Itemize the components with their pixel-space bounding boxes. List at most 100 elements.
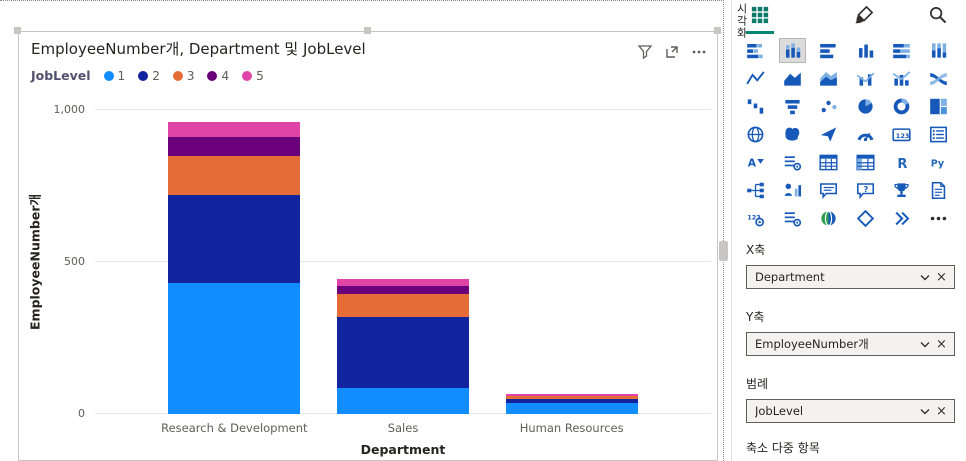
python-visual-icon[interactable]: Py — [925, 150, 952, 175]
card-icon[interactable]: 123 — [888, 122, 915, 147]
legend-item-4[interactable]: 4 — [207, 69, 229, 83]
treemap-icon[interactable] — [925, 94, 952, 119]
table-icon[interactable] — [815, 150, 842, 175]
new-slicer-icon[interactable] — [779, 150, 806, 175]
legend-item-2[interactable]: 2 — [138, 69, 160, 83]
map-icon[interactable] — [742, 122, 769, 147]
gridline — [95, 109, 711, 110]
bar-segment-joblevel-1[interactable] — [168, 283, 301, 414]
svg-text:R: R — [897, 157, 907, 172]
remove-field-icon[interactable]: × — [936, 269, 947, 285]
metrics-icon[interactable] — [888, 178, 915, 203]
focus-mode-icon[interactable] — [664, 44, 680, 60]
selected-tab-underline — [746, 31, 774, 34]
more-options-icon[interactable] — [691, 44, 707, 60]
legend-item-1[interactable]: 1 — [103, 69, 125, 83]
chevron-down-icon[interactable] — [916, 408, 933, 415]
filter-icon[interactable] — [637, 44, 653, 60]
azure-map-icon[interactable] — [815, 122, 842, 147]
paginated-report-icon[interactable] — [925, 178, 952, 203]
stacked-column-chart-icon[interactable] — [778, 38, 806, 63]
bar-segment-joblevel-5[interactable] — [337, 278, 469, 287]
analytics-tab[interactable] — [924, 3, 952, 30]
new-card-icon[interactable]: 123 — [742, 206, 769, 231]
slicer-icon[interactable]: A — [742, 150, 769, 175]
ribbon-chart-icon[interactable] — [925, 66, 952, 91]
page-boundary-vertical — [723, 0, 724, 461]
arcgis-map-icon[interactable] — [815, 206, 842, 231]
pane-title: 시각화 — [735, 3, 748, 39]
legend-item-label: 4 — [221, 68, 230, 83]
area-chart-icon[interactable] — [779, 66, 806, 91]
bar-segment-joblevel-4[interactable] — [505, 395, 638, 397]
stacked-area-chart-icon[interactable] — [815, 66, 842, 91]
field-wells: X축 Department × Y축 EmployeeNumber개 × 범례 JobLeve… — [746, 243, 955, 461]
legend-field-pill[interactable]: JobLevel × — [746, 399, 955, 423]
multi-row-card-icon[interactable] — [925, 122, 952, 147]
r-script-visual-icon[interactable]: R — [888, 150, 915, 175]
resize-handle-top-right[interactable] — [714, 27, 721, 34]
remove-field-icon[interactable]: × — [936, 403, 947, 419]
legend-item-3[interactable]: 3 — [172, 69, 194, 83]
bar-sales — [337, 278, 469, 414]
power-apps-icon[interactable] — [852, 206, 879, 231]
line-chart-icon[interactable] — [742, 66, 769, 91]
bar-segment-joblevel-1[interactable] — [337, 388, 469, 414]
smart-narrative-icon[interactable] — [815, 178, 842, 203]
100-stacked-bar-chart-icon[interactable] — [888, 38, 915, 63]
stacked-bar-chart-icon[interactable] — [742, 38, 769, 63]
key-influencers-icon[interactable] — [779, 178, 806, 203]
x-axis-field-pill[interactable]: Department × — [746, 265, 955, 289]
bar-segment-joblevel-2[interactable] — [505, 398, 638, 404]
stacked-column-chart-visual[interactable]: EmployeeNumber개, Department 및 JobLevel J… — [18, 31, 718, 461]
build-visual-tab[interactable] — [746, 3, 774, 30]
remove-field-icon[interactable]: × — [936, 336, 947, 352]
bar-segment-joblevel-3[interactable] — [505, 396, 638, 399]
legend-item-5[interactable]: 5 — [242, 69, 264, 83]
bar-segment-joblevel-4[interactable] — [168, 137, 301, 156]
x-tick-label: Human Resources — [519, 421, 624, 435]
bar-segment-joblevel-1[interactable] — [505, 403, 638, 414]
gauge-icon[interactable] — [852, 122, 879, 147]
bar-segment-joblevel-3[interactable] — [337, 293, 469, 317]
waterfall-chart-icon[interactable] — [742, 94, 769, 119]
matrix-icon[interactable] — [852, 150, 879, 175]
bar-segment-joblevel-2[interactable] — [337, 316, 469, 389]
y-tick-label: 500 — [64, 255, 85, 268]
chevron-down-icon[interactable] — [916, 274, 933, 281]
filled-map-icon[interactable] — [779, 122, 806, 147]
text-slicer-icon[interactable] — [779, 206, 806, 231]
bar-segment-joblevel-5[interactable] — [505, 394, 638, 396]
bar-segment-joblevel-5[interactable] — [168, 122, 301, 138]
donut-chart-icon[interactable] — [888, 94, 915, 119]
resize-handle-top-left[interactable] — [14, 27, 21, 34]
svg-text:Py: Py — [930, 159, 944, 170]
bar-segment-joblevel-3[interactable] — [168, 155, 301, 196]
more-visuals-icon[interactable] — [925, 206, 952, 231]
y-axis-field-pill[interactable]: EmployeeNumber개 × — [746, 332, 955, 356]
legend-color-dot — [138, 70, 149, 81]
resize-handle-top-center[interactable] — [364, 27, 371, 34]
funnel-chart-icon[interactable] — [779, 94, 806, 119]
q-and-a-icon[interactable]: ? — [852, 178, 879, 203]
bar-segment-joblevel-2[interactable] — [168, 195, 301, 284]
bar-segment-joblevel-4[interactable] — [337, 286, 469, 294]
svg-text:123: 123 — [896, 132, 910, 140]
format-visual-tab[interactable] — [850, 3, 878, 30]
clustered-column-chart-icon[interactable] — [852, 38, 879, 63]
format-visual-icon — [854, 5, 874, 29]
resize-handle-right-center[interactable] — [719, 241, 728, 261]
line-and-stacked-column-chart-icon[interactable] — [852, 66, 879, 91]
100-stacked-column-chart-icon[interactable] — [925, 38, 952, 63]
pie-chart-icon[interactable] — [852, 94, 879, 119]
scatter-chart-icon[interactable] — [815, 94, 842, 119]
y-axis-title: EmployeeNumber개 — [27, 194, 43, 330]
power-automate-icon[interactable] — [888, 206, 915, 231]
clustered-bar-chart-icon[interactable] — [815, 38, 842, 63]
legend-item-label: 2 — [152, 68, 160, 83]
chevron-down-icon[interactable] — [916, 341, 933, 348]
svg-text:?: ? — [863, 184, 868, 194]
decomposition-tree-icon[interactable] — [742, 178, 769, 203]
line-and-clustered-column-chart-icon[interactable] — [888, 66, 915, 91]
